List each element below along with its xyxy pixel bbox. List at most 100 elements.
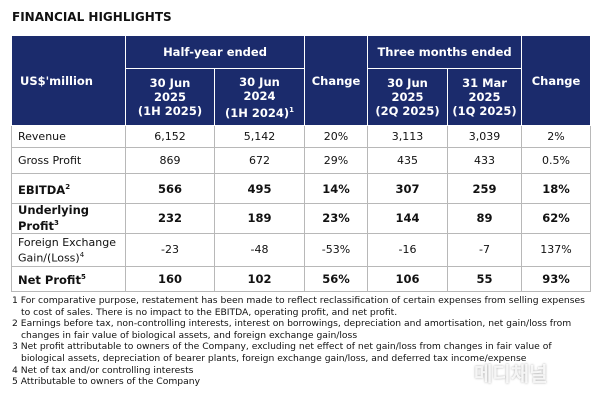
value-cell: 102 (213, 265, 306, 292)
footnote-text: Earnings before tax, non-controlling int… (20, 318, 572, 341)
column-period: (2Q 2025) (372, 104, 443, 118)
column-header: 30 Jun 2025 (1H 2025) (125, 68, 215, 126)
column-year: 2025 (153, 90, 186, 104)
footnote: 5 Attributable to owners of the Company (12, 376, 586, 388)
note-mark: 2 (65, 182, 71, 191)
corner-cell: US$'million (11, 35, 126, 126)
value-cell: 495 (213, 173, 306, 204)
value-cell: 5,142 (213, 125, 306, 148)
value-cell: 14% (304, 173, 369, 204)
footnote: 1 For comparative purpose, restatement h… (12, 295, 586, 318)
column-year: 2024 (243, 88, 276, 103)
label-text: Net Profit (18, 272, 81, 287)
value-cell: 0.5% (521, 147, 592, 174)
period-text: (1H 2025) (137, 104, 203, 118)
column-header: 30 Jun 2025 (2Q 2025) (367, 68, 449, 126)
watermark: 메디채널 (474, 362, 548, 386)
value-cell: 56% (304, 265, 369, 292)
footnote-mark: 1 (12, 295, 18, 306)
footnote-mark: 5 (12, 376, 18, 388)
value-cell: -23 (125, 232, 215, 267)
value-cell: 23% (304, 203, 369, 234)
label-text: Revenue (18, 130, 66, 143)
column-year: 2025 (391, 90, 424, 104)
value-cell: 433 (447, 147, 523, 174)
value-cell: 189 (213, 203, 306, 234)
value-cell: 6,152 (125, 125, 215, 148)
header-row: US$'million Half-year ended Change Three mo… (11, 35, 592, 126)
row-label: Net Profit5 (11, 265, 126, 292)
footnote-text: Net of tax and/or controlling interests (20, 364, 194, 376)
group-header: Three months ended (367, 35, 523, 69)
footnote-mark: 2 (12, 318, 18, 330)
column-period: (1H 2025) (130, 104, 210, 118)
period-text: (1Q 2025) (452, 104, 517, 118)
value-cell: -16 (367, 232, 449, 267)
value-cell: 672 (213, 147, 306, 174)
table-header: US$'million Half-year ended Change Three mo… (11, 35, 592, 126)
table-row: Foreign Exchange Gain/(Loss)4 -23 -48 -53% -… (11, 232, 592, 267)
value-cell: 566 (125, 173, 215, 204)
table-row: Net Profit5 160 102 56% 106 55 93% (11, 265, 592, 292)
page-title: FINANCIAL HIGHLIGHTS (12, 10, 172, 24)
value-cell: 29% (304, 147, 369, 174)
footnote-mark: 3 (12, 341, 18, 353)
column-day: 30 Jun (239, 74, 280, 89)
header-row: 30 Jun 2025 (1H 2025) 30 Jun 2024 (1H 2024)1 3… (12, 68, 591, 126)
value-cell: -48 (213, 232, 306, 267)
table-row: Gross Profit 869 672 29% 435 433 0.5% (11, 147, 592, 174)
value-cell: -53% (304, 232, 369, 267)
row-label: Underlying Profit3 (11, 203, 126, 234)
footnote: 2 Earnings before tax, non-controlling i… (12, 318, 586, 341)
footnote: 4 Net of tax and/or controlling interest… (12, 365, 586, 377)
group-header: Half-year ended (124, 35, 306, 69)
value-cell: -7 (447, 232, 523, 267)
period-text: (2Q 2025) (375, 104, 440, 118)
column-header: 31 Mar 2025 (1Q 2025) (447, 68, 523, 126)
note-mark: 3 (54, 219, 59, 227)
table-body: Revenue 6,152 5,142 20% 3,113 3,039 2% Gross Pr… (11, 125, 592, 292)
column-header: 30 Jun 2024 (1H 2024)1 (213, 68, 306, 126)
value-cell: 62% (521, 203, 592, 234)
value-cell: 232 (125, 203, 215, 234)
value-cell: 20% (304, 125, 369, 148)
footnote-text: For comparative purpose, restatement has… (20, 295, 585, 318)
table-row: Revenue 6,152 5,142 20% 3,113 3,039 2% (11, 125, 592, 148)
value-cell: 3,039 (447, 125, 523, 148)
value-cell: 259 (447, 173, 523, 204)
label-text: EBITDA (18, 182, 66, 197)
row-label: Revenue (11, 125, 126, 148)
column-day: 30 Jun (149, 76, 191, 90)
change-header: Change (304, 35, 369, 126)
value-cell: 93% (521, 265, 592, 292)
label-text: Foreign Exchange Gain/(Loss) (18, 235, 116, 265)
value-cell: 18% (521, 173, 592, 204)
note-mark: 5 (80, 272, 86, 281)
footnote-mark: 4 (12, 364, 18, 376)
value-cell: 307 (367, 173, 449, 204)
value-cell: 2% (521, 125, 592, 148)
value-cell: 89 (447, 203, 523, 234)
value-cell: 160 (125, 265, 215, 292)
column-day: 31 Mar (462, 76, 507, 90)
footnote-text: Attributable to owners of the Company (20, 376, 201, 388)
value-cell: 137% (521, 232, 592, 267)
label-text: Gross Profit (18, 154, 82, 167)
footnote: 3 Net profit attributable to owners of t… (12, 341, 586, 364)
value-cell: 3,113 (367, 125, 449, 148)
row-label: Gross Profit (11, 147, 126, 174)
column-day: 30 Jun (387, 76, 428, 90)
value-cell: 869 (125, 147, 215, 174)
value-cell: 435 (367, 147, 449, 174)
table-row: Underlying Profit3 232 189 23% 144 89 62% (11, 203, 592, 234)
note-mark: 1 (289, 105, 295, 114)
period-text: (1H 2024) (224, 105, 290, 120)
value-cell: 144 (367, 203, 449, 234)
label-text: Underlying Profit (18, 203, 90, 233)
row-label: EBITDA2 (11, 173, 126, 204)
column-period: (1Q 2025) (452, 104, 517, 118)
highlights-table: US$'million Half-year ended Change Three mo… (11, 35, 592, 292)
table-row: EBITDA2 566 495 14% 307 259 18% (11, 173, 592, 204)
column-period: (1H 2024)1 (219, 103, 300, 120)
